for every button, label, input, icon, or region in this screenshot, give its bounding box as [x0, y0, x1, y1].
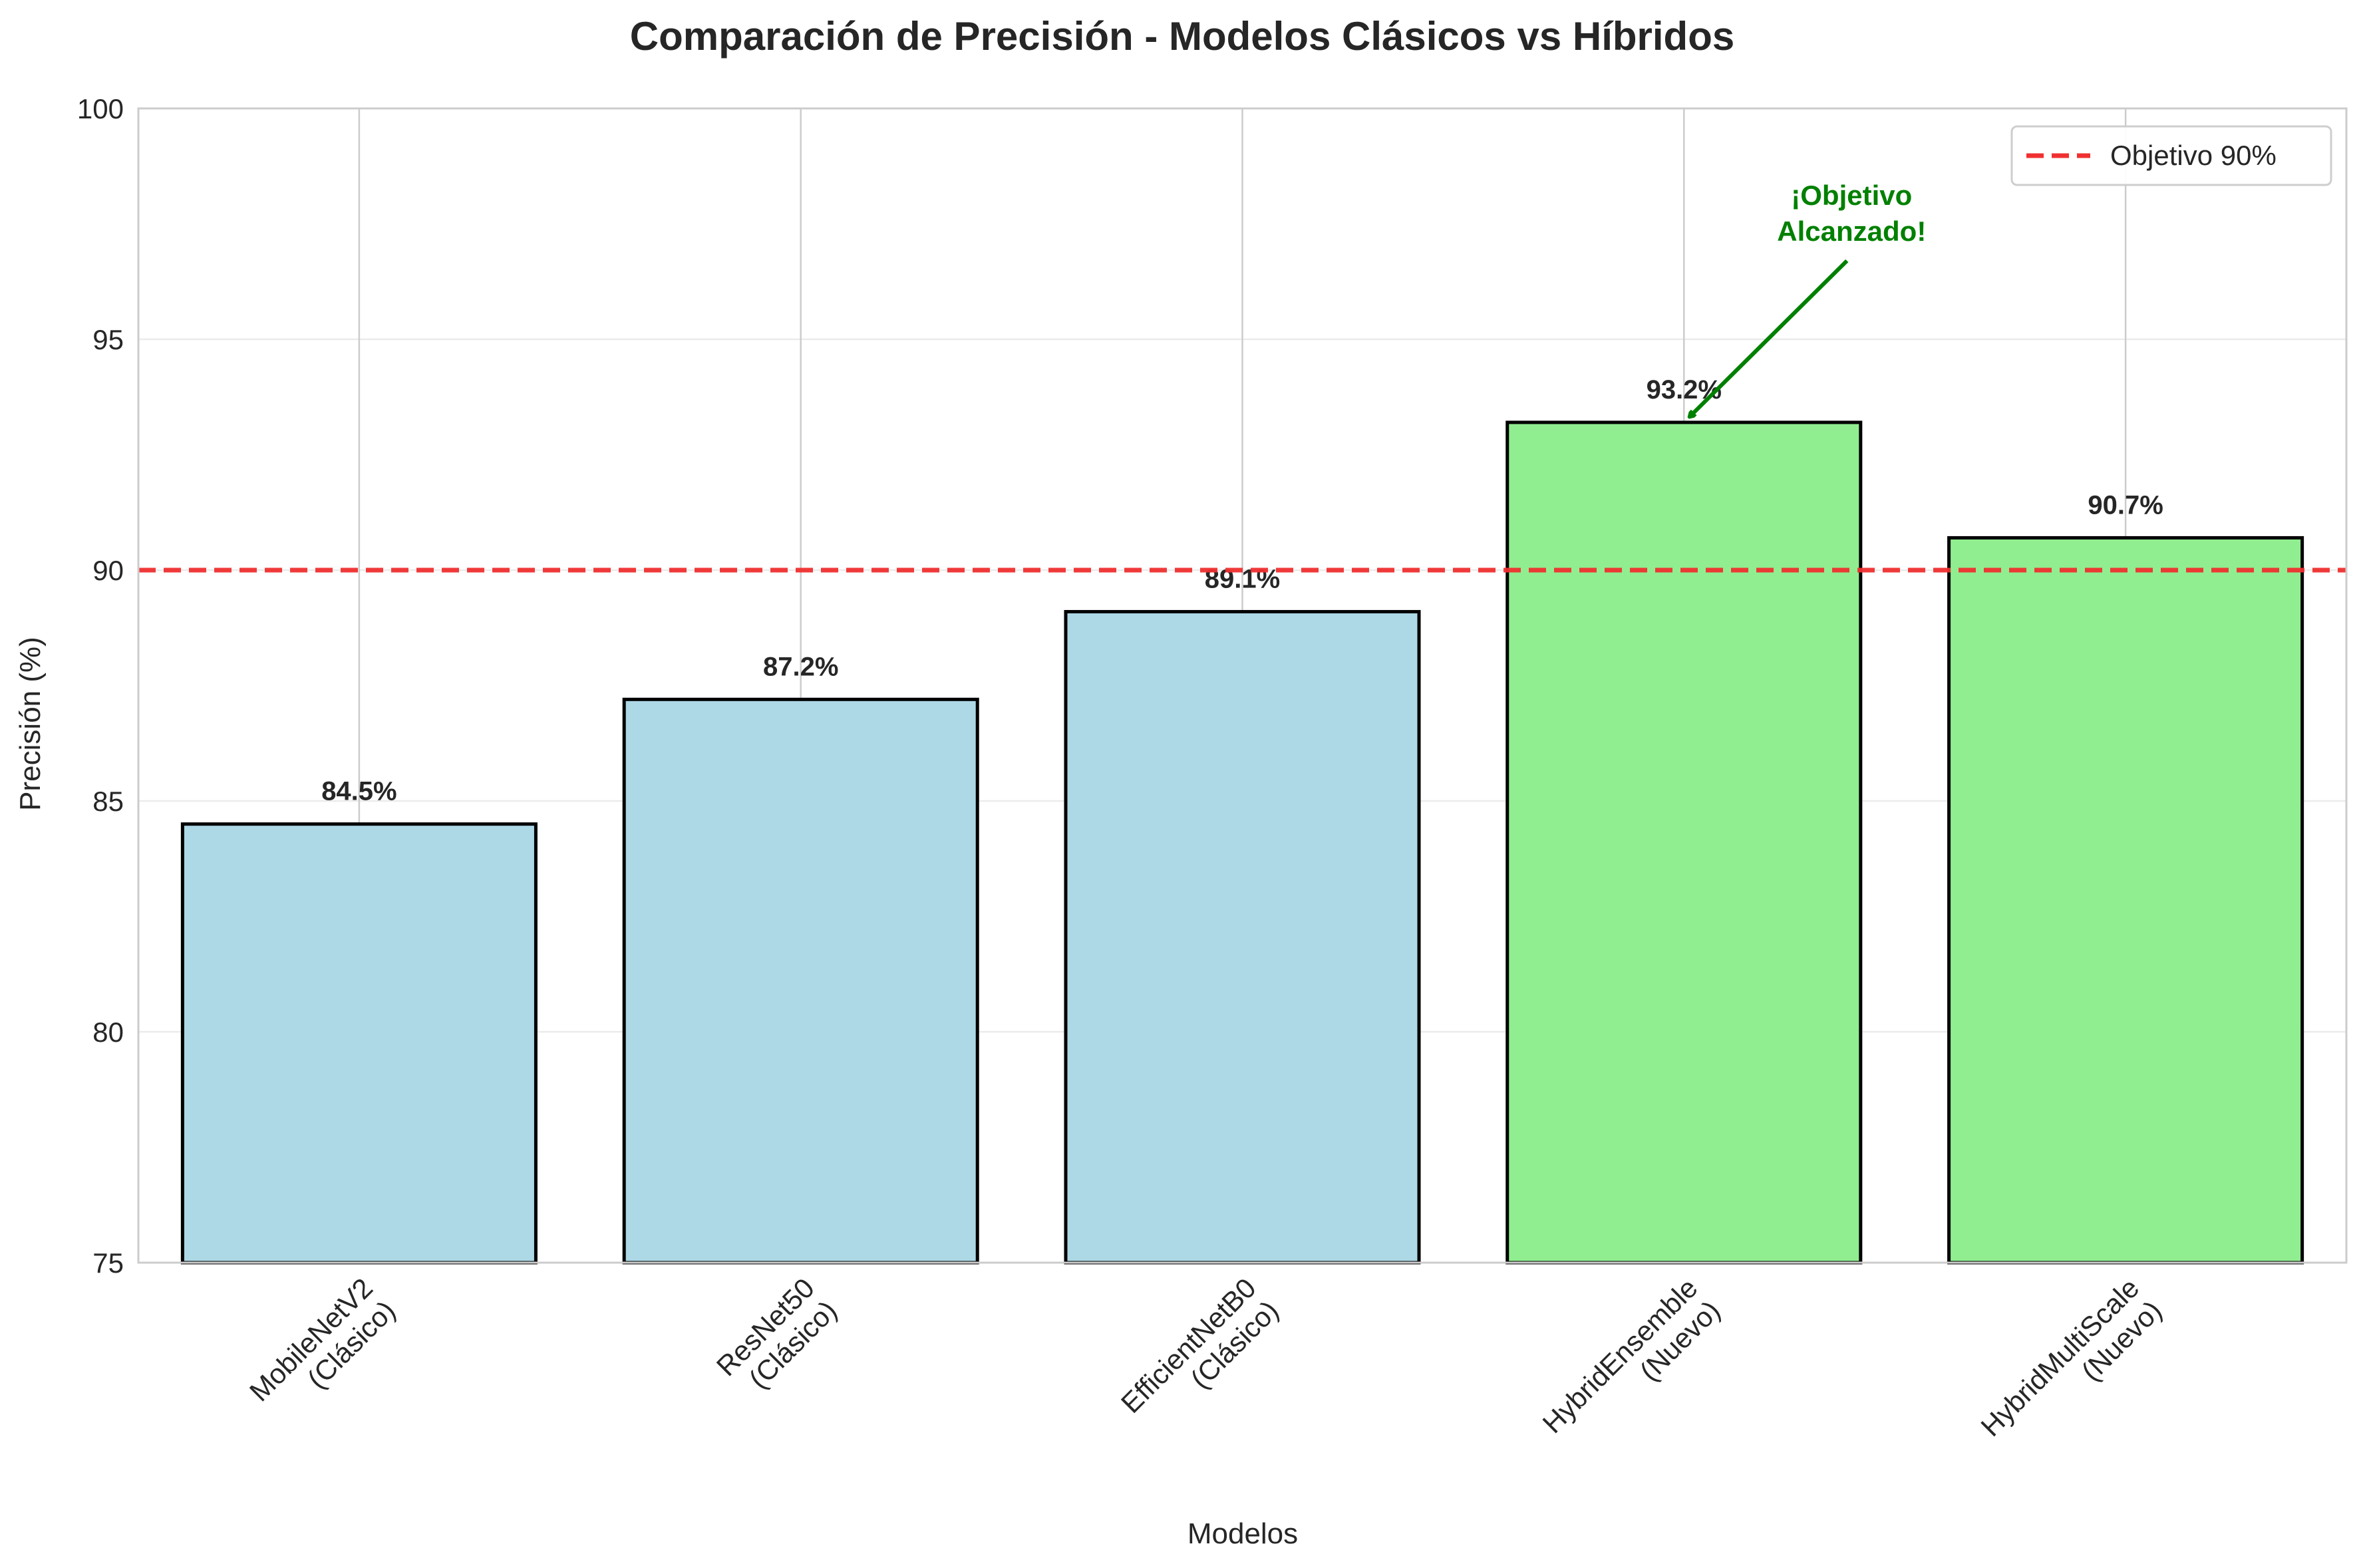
x-tick-label: EfficientNetB0(Clásico) [1115, 1272, 1285, 1419]
chart-title: Comparación de Precisión - Modelos Clási… [630, 14, 1734, 59]
annotation-label: Alcanzado! [1777, 216, 1926, 247]
y-tick-label: 75 [92, 1247, 124, 1279]
x-tick-label: HybridMultiScale(Nuevo) [1974, 1272, 2167, 1442]
y-axis-label: Precisión (%) [14, 637, 47, 811]
legend-box [2010, 125, 2332, 186]
plot-frame [137, 107, 2348, 1264]
bar [1505, 420, 1863, 1265]
bar [180, 822, 538, 1265]
annotation-arrow [1690, 259, 1849, 416]
bar [1064, 609, 1421, 1265]
y-tick-label: 90 [92, 555, 124, 586]
legend-label: Objetivo 90% [2110, 140, 2277, 171]
y-tick-label: 95 [92, 324, 124, 355]
bar-value-label: 87.2% [763, 652, 838, 681]
bar-value-label: 90.7% [2088, 490, 2163, 520]
bar-value-label: 93.2% [1647, 375, 1722, 404]
legend: Objetivo 90% [2010, 125, 2332, 186]
annotation-label: ¡Objetivo [1791, 180, 1912, 211]
x-tick-label: ResNet50(Clásico) [710, 1272, 843, 1394]
bar [1947, 536, 2304, 1265]
y-tick-label: 100 [77, 93, 124, 124]
x-tick-label: MobileNetV2(Clásico) [243, 1272, 401, 1407]
y-tick-label: 85 [92, 786, 124, 817]
x-axis-label: Modelos [1187, 1517, 1298, 1550]
bar-value-label: 84.5% [321, 777, 396, 806]
bar [622, 697, 979, 1265]
y-tick-label: 80 [92, 1017, 124, 1048]
x-tick-label: HybridEnsemble(Nuevo) [1536, 1272, 1726, 1439]
